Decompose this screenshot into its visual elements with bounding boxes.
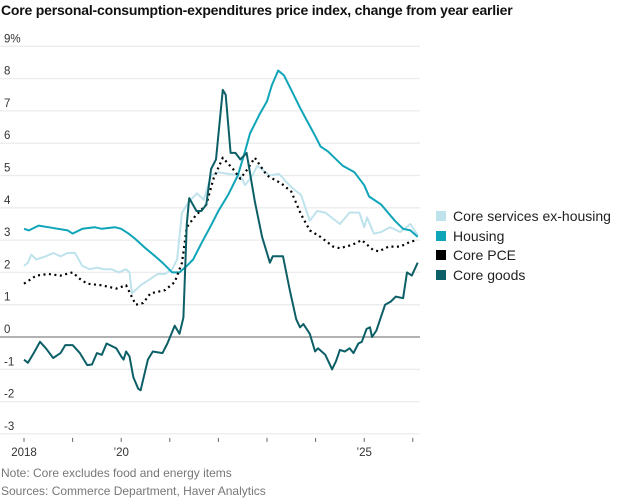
y-tick-label: 0 bbox=[4, 324, 10, 336]
chart-title: Core personal-consumption-expenditures p… bbox=[1, 2, 513, 18]
legend-label: Core goods bbox=[453, 266, 526, 283]
y-tick-label: 2 bbox=[4, 259, 10, 271]
legend-swatch bbox=[436, 269, 446, 280]
gridlines bbox=[0, 45, 420, 435]
series-line-core-goods bbox=[23, 88, 419, 392]
series-line-core-pce bbox=[23, 156, 418, 306]
y-tick-label: 1 bbox=[4, 292, 10, 304]
series-lines bbox=[23, 69, 419, 392]
y-axis-labels: 9% 8 7 6 5 4 3 2 1 0 -1 -2 -3 bbox=[4, 33, 21, 433]
legend-swatch bbox=[436, 210, 446, 221]
x-tick-label: ’25 bbox=[357, 447, 372, 459]
chart-note: Note: Core excludes food and energy item… bbox=[1, 466, 232, 480]
legend-label: Housing bbox=[453, 227, 505, 244]
y-tick-label: 6 bbox=[4, 130, 10, 142]
legend-item-core-pce: Core PCE bbox=[436, 245, 611, 265]
y-tick-label: 5 bbox=[4, 163, 10, 175]
series-line-housing bbox=[23, 69, 419, 274]
series-line-core-services-ex-housing bbox=[23, 164, 419, 295]
y-tick-label: 9% bbox=[4, 33, 21, 45]
legend-label: Core services ex-housing bbox=[453, 207, 611, 224]
legend-label: Core PCE bbox=[453, 247, 517, 264]
chart-sources: Sources: Commerce Department, Haver Anal… bbox=[1, 484, 266, 498]
y-tick-label: 7 bbox=[4, 98, 10, 110]
y-tick-label: 3 bbox=[4, 227, 10, 239]
y-tick-label: 4 bbox=[4, 195, 11, 207]
y-tick-label: -3 bbox=[4, 421, 14, 433]
y-tick-label: -2 bbox=[4, 389, 14, 401]
y-tick-label: 8 bbox=[4, 66, 10, 78]
legend: Core services ex-housing Housing Core PC… bbox=[436, 206, 611, 285]
y-tick-label: -1 bbox=[4, 356, 14, 368]
legend-swatch bbox=[436, 230, 446, 241]
legend-swatch bbox=[436, 250, 446, 261]
x-tick-label: 2018 bbox=[11, 447, 37, 459]
x-tick-label: ’20 bbox=[114, 447, 129, 459]
legend-item-housing: Housing bbox=[436, 226, 611, 246]
legend-item-core-services-ex-housing: Core services ex-housing bbox=[436, 206, 611, 226]
x-axis: 2018 ’20 ’25 bbox=[11, 437, 414, 459]
legend-item-core-goods: Core goods bbox=[436, 265, 611, 285]
